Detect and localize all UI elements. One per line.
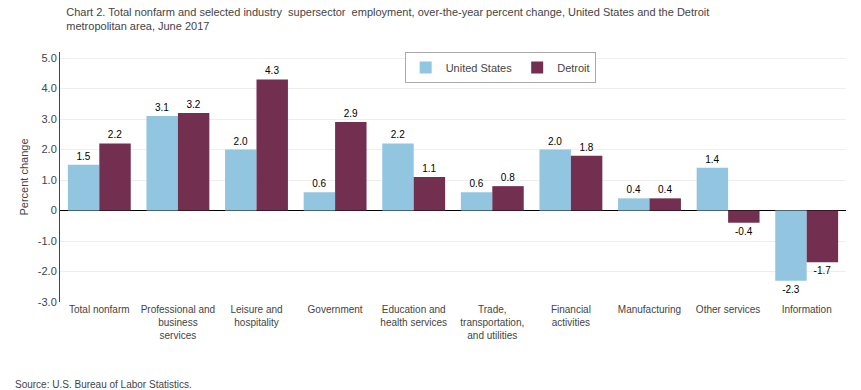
svg-text:Detroit: Detroit: [557, 62, 589, 74]
svg-text:5.0: 5.0: [42, 52, 57, 64]
svg-text:2.0: 2.0: [234, 136, 248, 147]
svg-text:Trade,transportation,and utili: Trade,transportation,and utilities: [460, 304, 524, 341]
svg-text:2.0: 2.0: [42, 143, 57, 155]
svg-text:-2.0: -2.0: [38, 265, 57, 277]
svg-text:Source: U.S. Bureau of Labor S: Source: U.S. Bureau of Labor Statistics.: [15, 379, 192, 390]
svg-text:4.0: 4.0: [42, 82, 57, 94]
svg-text:Percent change: Percent change: [18, 138, 30, 215]
svg-text:Government: Government: [308, 304, 363, 315]
svg-text:Other services: Other services: [696, 304, 760, 315]
svg-text:-1.0: -1.0: [38, 235, 57, 247]
svg-text:1.1: 1.1: [422, 163, 436, 174]
svg-text:1.8: 1.8: [579, 142, 593, 153]
svg-text:3.1: 3.1: [155, 102, 169, 113]
svg-text:Manufacturing: Manufacturing: [618, 304, 681, 315]
svg-text:1.5: 1.5: [76, 151, 90, 162]
svg-text:2.9: 2.9: [344, 108, 358, 119]
svg-text:Professional andbusinessservic: Professional andbusinessservices: [141, 304, 216, 341]
svg-text:Information: Information: [782, 304, 832, 315]
svg-text:Education andhealth services: Education andhealth services: [380, 304, 447, 328]
svg-text:2.2: 2.2: [391, 129, 405, 140]
svg-text:-3.0: -3.0: [38, 296, 57, 308]
svg-text:3.0: 3.0: [42, 113, 57, 125]
svg-text:0.6: 0.6: [312, 178, 326, 189]
svg-text:0: 0: [51, 204, 57, 216]
svg-text:1.4: 1.4: [705, 154, 719, 165]
svg-text:Leisure andhospitality: Leisure andhospitality: [230, 304, 282, 328]
svg-text:1.0: 1.0: [42, 174, 57, 186]
svg-text:2.0: 2.0: [548, 136, 562, 147]
svg-text:-2.3: -2.3: [782, 284, 800, 295]
svg-text:3.2: 3.2: [186, 99, 200, 110]
svg-text:Chart 2. Total nonfarm and sel: Chart 2. Total nonfarm and selected indu…: [66, 6, 709, 32]
svg-text:0.6: 0.6: [469, 178, 483, 189]
svg-text:-0.4: -0.4: [735, 226, 753, 237]
svg-text:0.8: 0.8: [501, 172, 515, 183]
svg-text:0.4: 0.4: [627, 184, 641, 195]
svg-text:Total nonfarm: Total nonfarm: [69, 304, 130, 315]
svg-text:2.2: 2.2: [108, 129, 122, 140]
svg-text:United States: United States: [446, 62, 513, 74]
svg-text:-1.7: -1.7: [814, 265, 832, 276]
svg-text:Financialactivities: Financialactivities: [551, 304, 591, 328]
svg-text:0.4: 0.4: [658, 184, 672, 195]
svg-text:4.3: 4.3: [265, 65, 279, 76]
